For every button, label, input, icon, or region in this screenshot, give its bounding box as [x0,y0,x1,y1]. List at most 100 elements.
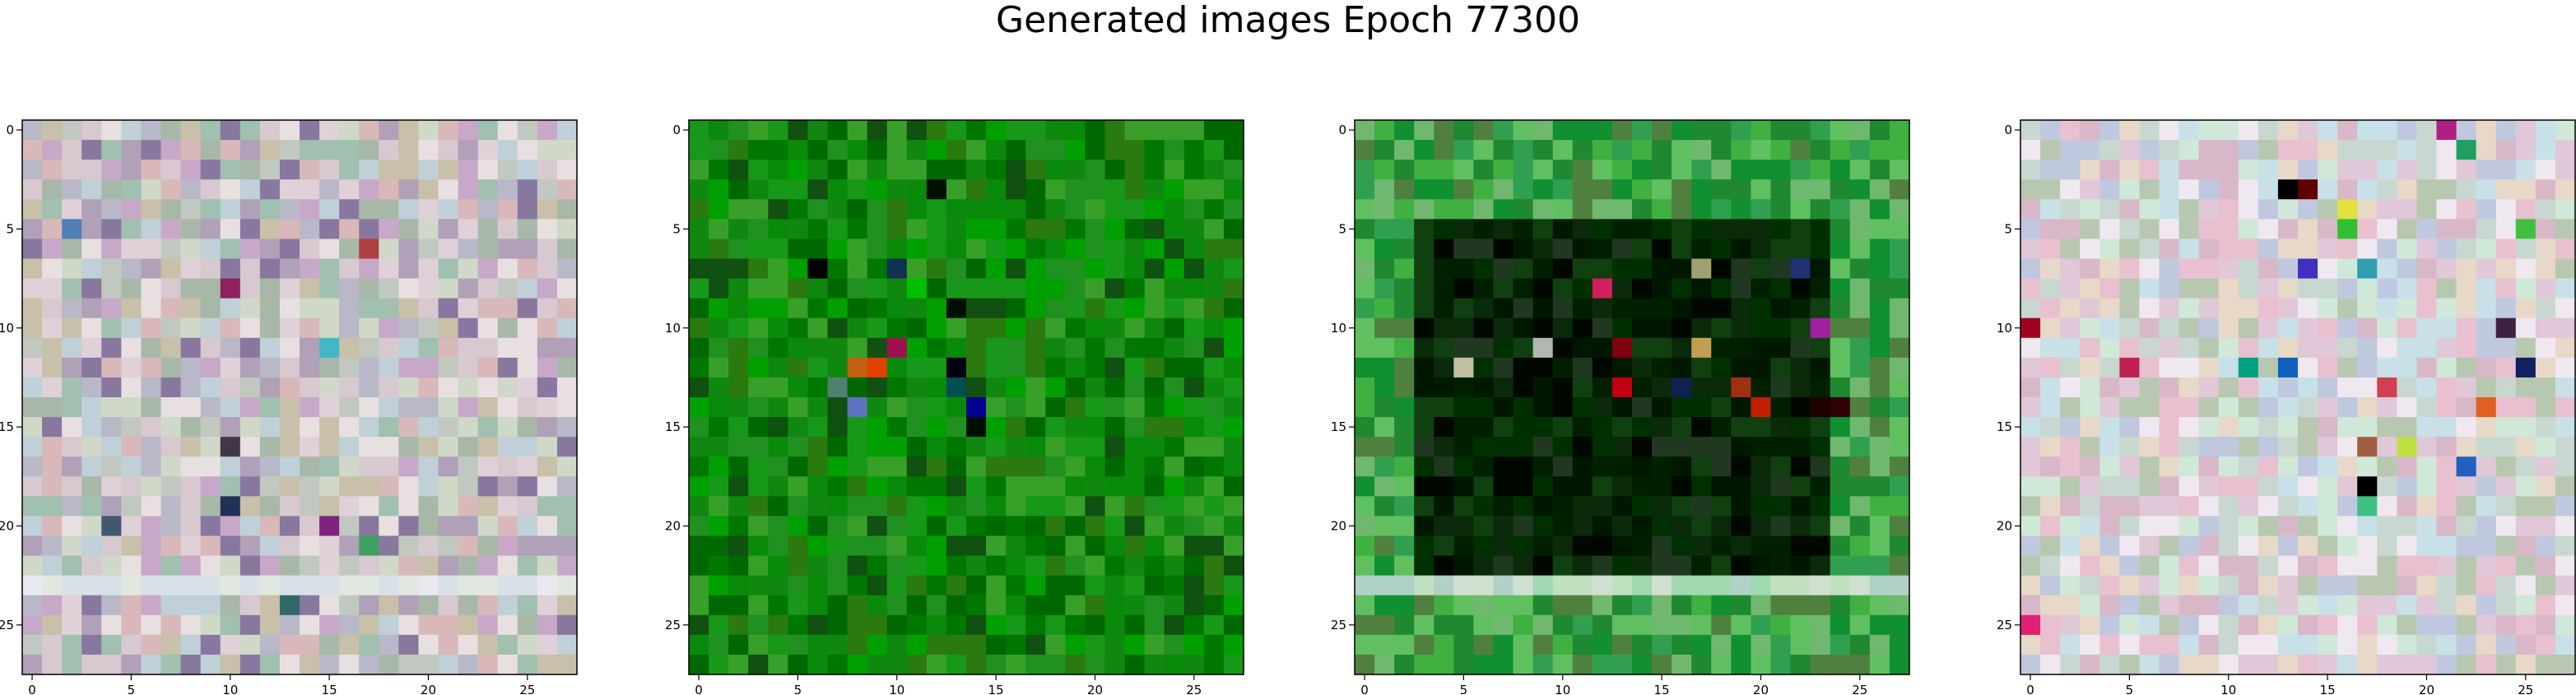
pixel-cell [1355,317,1375,339]
pixel-cell [2377,278,2397,299]
pixel-cell [101,298,122,319]
pixel-cell [2198,317,2220,339]
pixel-cell [1104,614,1126,636]
pixel-cell [537,120,558,141]
pixel-cell [1203,278,1225,299]
pixel-cell [1473,417,1495,438]
pixel-cell [906,535,928,557]
pixel-cell [1414,377,1434,398]
pixel-cell [1552,575,1574,596]
pixel-cell [1183,160,1205,180]
pixel-cell [2357,298,2378,319]
pixel-cell [438,219,459,240]
pixel-cell [81,337,102,359]
pixel-cell [62,219,82,240]
pixel-cell [1104,219,1126,240]
pixel-cell [2040,614,2061,636]
pixel-cell [2218,120,2239,141]
pixel-cell [1164,199,1185,220]
pixel-cell [1592,337,1613,359]
pixel-cell [1493,456,1514,477]
pixel-cell [200,298,221,319]
pixel-cell [788,476,809,497]
pixel-cell [2080,317,2100,339]
pixel-cell [517,160,538,180]
pixel-cell [867,179,888,200]
pixel-cell [1025,140,1046,160]
pixel-cell [1203,317,1225,339]
pixel-cell [1203,199,1225,220]
pixel-cell [788,516,809,537]
pixel-cell [1355,397,1375,418]
pixel-cell [1552,437,1574,457]
pixel-cell [1104,258,1126,280]
pixel-cell [1889,120,1910,141]
pixel-cell [709,357,729,378]
pixel-cell [1770,199,1792,220]
pixel-cell [418,555,439,577]
pixel-cell [141,357,162,378]
pixel-cell [1849,456,1871,477]
pixel-cell [946,278,967,299]
pixel-cell [709,397,729,418]
pixel-cell [2495,634,2517,656]
pixel-cell [300,417,320,438]
pixel-cell [1830,654,1851,675]
pixel-cell [2080,437,2100,457]
pixel-cell [2397,317,2418,339]
y-tick-label: 15 [665,419,681,434]
pixel-cell [906,160,928,180]
pixel-cell [1045,535,1066,557]
pixel-cell [1632,654,1653,675]
pixel-cell [1414,555,1434,577]
pixel-cell [1869,337,1890,359]
pixel-cell [1592,298,1613,319]
pixel-cell [121,120,142,141]
pixel-cell [1453,614,1475,636]
pixel-cell [867,555,888,577]
pixel-cell [1434,357,1454,378]
pixel-cell [1085,317,1106,339]
pixel-cell [1810,278,1831,299]
pixel-cell [1572,160,1593,180]
y-tick-label: 5 [672,221,681,236]
pixel-cell [62,614,82,636]
pixel-cell [1731,654,1752,675]
pixel-cell [1869,535,1890,557]
pixel-cell [1065,496,1086,517]
pixel-cell [906,614,928,636]
pixel-cell [359,298,379,319]
pixel-cell [2535,634,2556,656]
pixel-cell [2555,535,2576,557]
pixel-cell [1203,140,1225,160]
pixel-cell [259,516,281,537]
pixel-cell [2159,654,2180,675]
pixel-cell [2298,258,2318,280]
pixel-cell [926,516,947,537]
pixel-cell [1611,140,1633,160]
pixel-cell [121,357,142,378]
pixel-cell [2555,595,2576,616]
pixel-cell [2535,179,2556,200]
pixel-cell [1045,397,1066,418]
pixel-cell [458,160,479,180]
pixel-cell [1025,397,1046,418]
pixel-cell [2080,595,2100,616]
pixel-cell [827,397,849,418]
pixel-cell [220,595,241,616]
pixel-cell [1065,199,1086,220]
pixel-cell [2357,456,2378,477]
pixel-cell [886,654,908,675]
pixel-cell [517,337,538,359]
pixel-cell [728,437,749,457]
pixel-cell [2476,555,2497,577]
pixel-cell [101,140,122,160]
pixel-cell [537,258,558,280]
pixel-cell [1183,516,1205,537]
pixel-cell [1414,575,1434,596]
pixel-cell [339,239,360,260]
pixel-cell [1889,199,1910,220]
pixel-cell [438,634,459,656]
pixel-cell [62,357,82,378]
pixel-cell [1611,278,1633,299]
